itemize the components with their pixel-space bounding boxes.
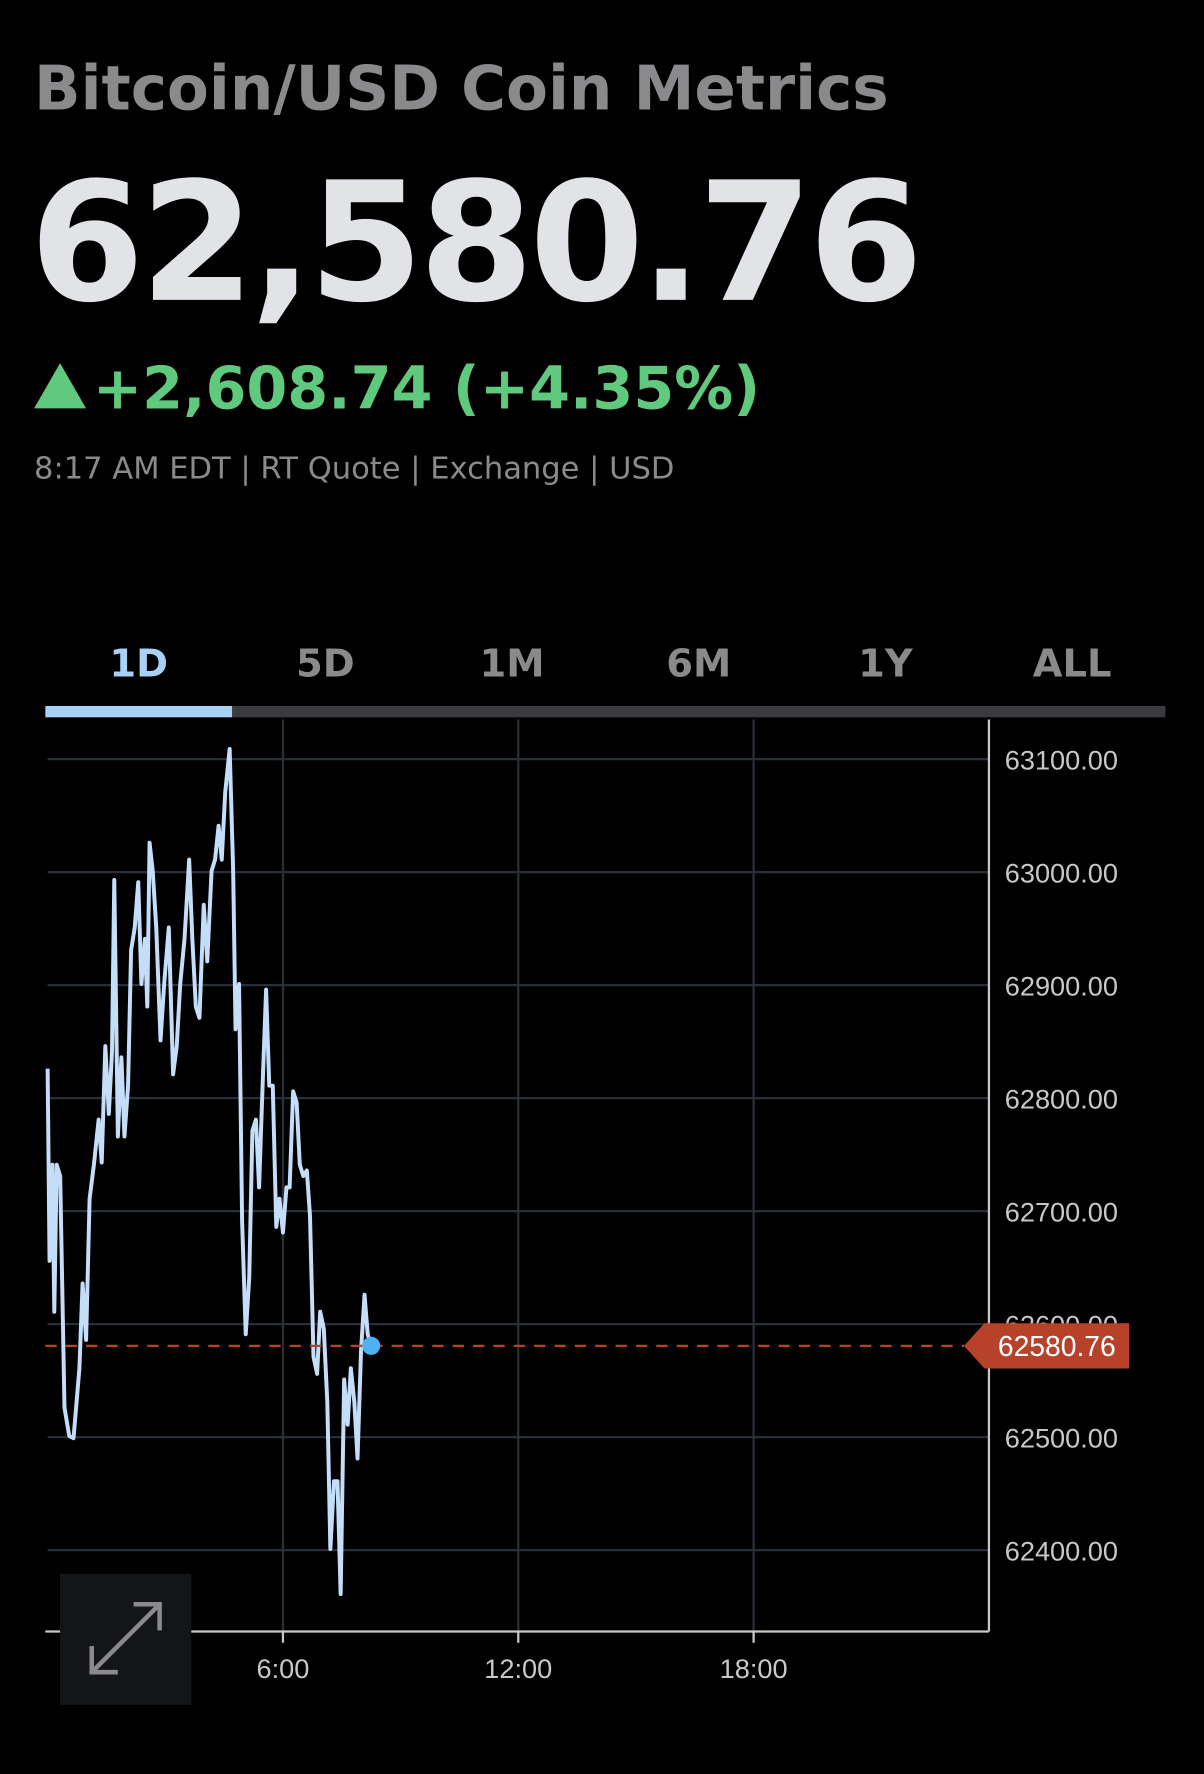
last-price-label: 62580.76 — [998, 1330, 1116, 1362]
tab-indicator — [45, 705, 233, 718]
tab[interactable]: 1Y — [858, 642, 914, 687]
y-tick-label: 62500.00 — [1005, 1422, 1118, 1453]
x-tick-label: 6:00 — [257, 1653, 310, 1684]
title: Bitcoin/USD Coin Metrics — [34, 54, 889, 125]
y-tick-label: 62700.00 — [1005, 1196, 1118, 1227]
quote-info: 8:17 AM EDT | RT Quote | Exchange | USD — [34, 452, 674, 487]
tab[interactable]: ALL — [1033, 642, 1112, 687]
tab[interactable]: 1M — [480, 642, 545, 687]
y-tick-label: 63100.00 — [1005, 744, 1118, 775]
y-tick-label: 62800.00 — [1005, 1083, 1118, 1114]
price: 62,580.76 — [30, 147, 919, 339]
y-tick-label: 62400.00 — [1005, 1535, 1118, 1566]
tab-track — [45, 705, 1166, 718]
tab[interactable]: 5D — [296, 642, 355, 687]
tab[interactable]: 6M — [666, 642, 731, 687]
up-arrow — [34, 363, 87, 409]
expand-icon — [89, 1602, 162, 1675]
y-tick-label: 63000.00 — [1005, 857, 1118, 888]
tab[interactable]: 1D — [109, 642, 168, 687]
x-tick-label: 18:00 — [720, 1653, 788, 1684]
change: +2,608.74 (+4.35%) — [93, 353, 760, 422]
price-line — [45, 746, 374, 1597]
last-price-tag — [964, 1323, 1130, 1369]
last-point — [362, 1336, 381, 1355]
chart: 62400.0062500.0062600.0062700.0062800.00… — [45, 719, 1130, 1684]
expand-button[interactable] — [60, 1573, 192, 1705]
x-tick-label: 12:00 — [484, 1653, 552, 1684]
tabs: 1D 5D 1M 6M 1Y ALL — [45, 642, 1111, 718]
y-tick-label: 62900.00 — [1005, 970, 1118, 1001]
